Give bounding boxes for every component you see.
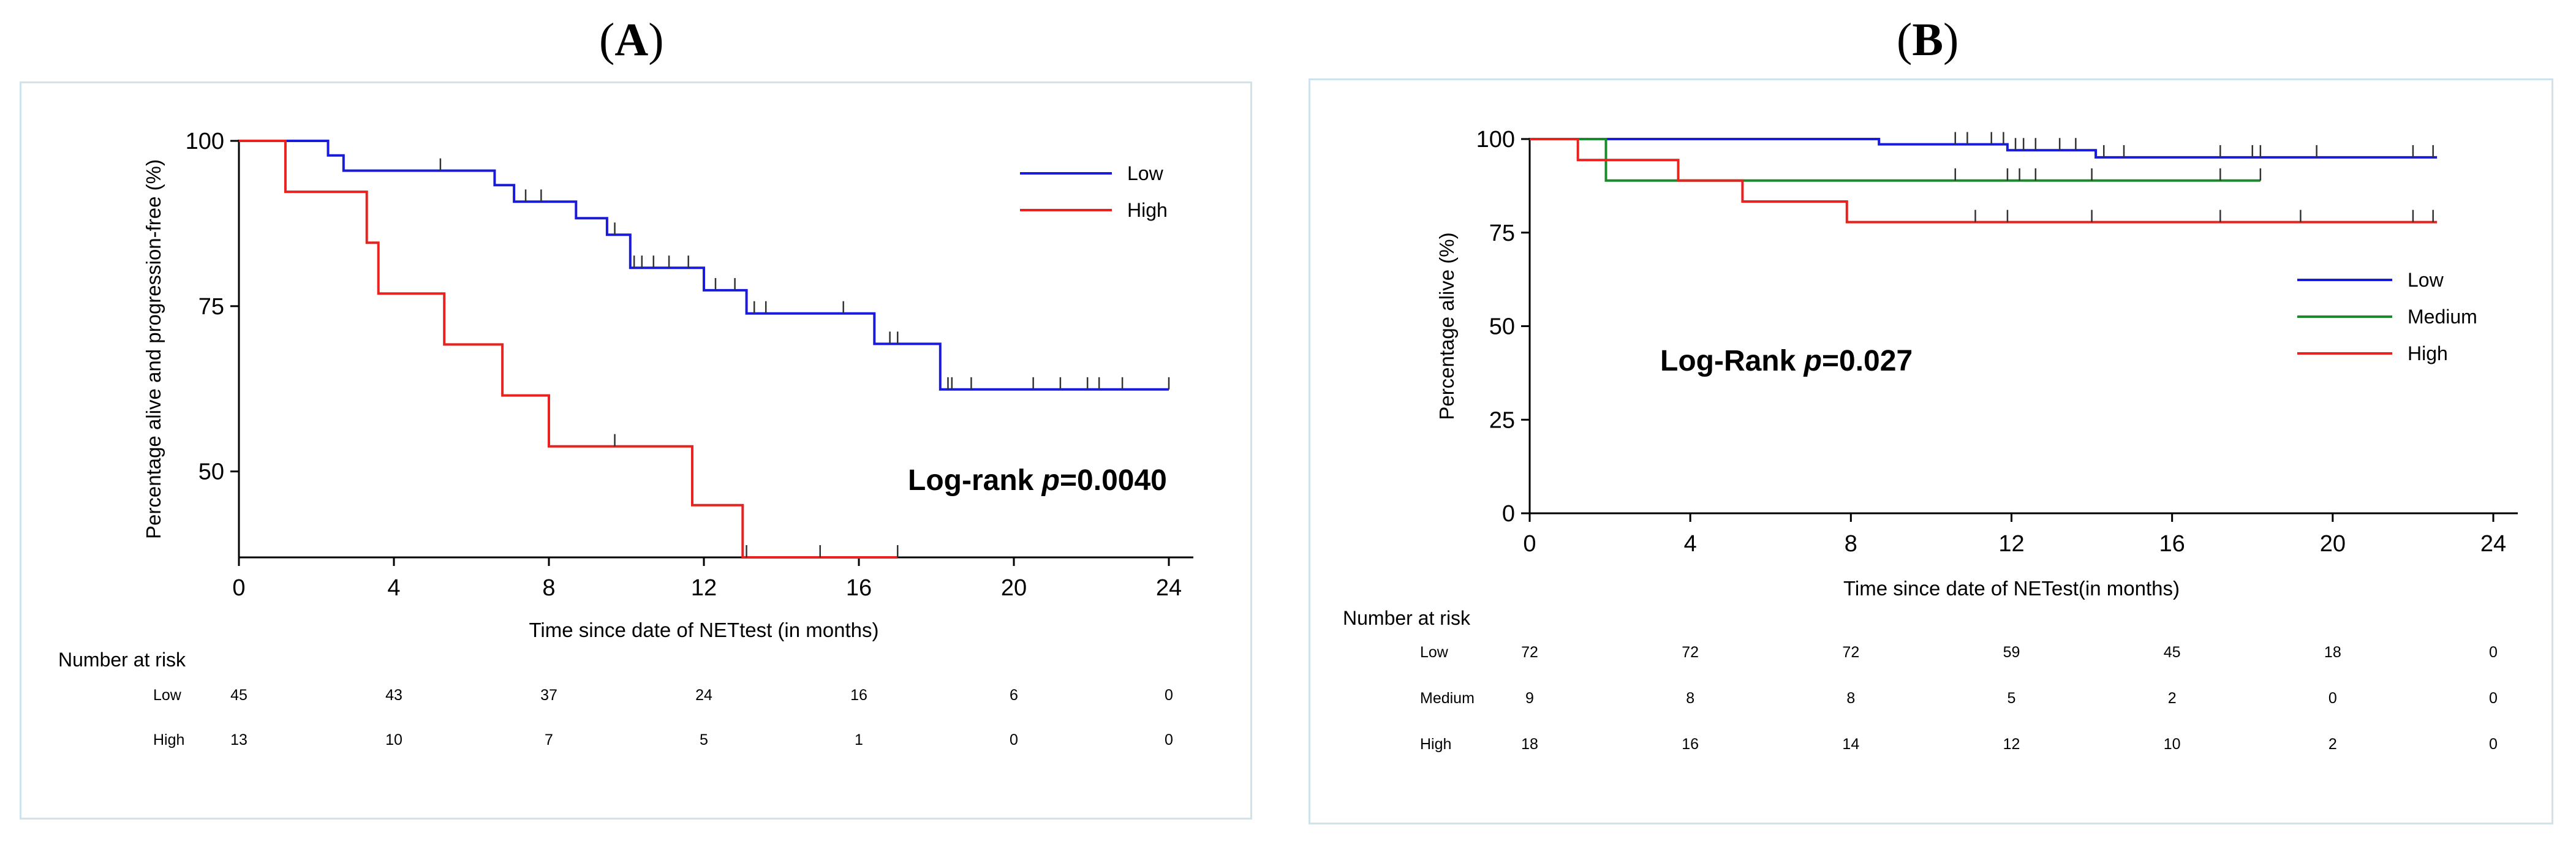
y-tick-label: 50	[1489, 314, 1515, 340]
risk-value: 8	[1846, 690, 1855, 707]
x-tick-label: 0	[1523, 531, 1536, 557]
risk-value: 12	[2003, 736, 2020, 753]
risk-table-title: Number at risk	[58, 649, 186, 671]
x-axis-label: Time since date of NETest(in months)	[1843, 577, 2180, 600]
log-rank-annotation: Log-rank p=0.0040	[908, 464, 1167, 497]
legend: Low Medium High	[2297, 269, 2477, 364]
risk-value: 37	[540, 687, 557, 704]
risk-value: 72	[1521, 644, 1538, 661]
x-tick-label: 20	[1001, 575, 1027, 601]
risk-row-label: High	[153, 731, 184, 748]
legend-label-low: Low	[2408, 269, 2444, 291]
risk-value: 16	[850, 687, 867, 704]
panel-b-frame	[1309, 78, 2553, 824]
risk-value: 45	[2164, 644, 2181, 661]
x-tick-label: 24	[1156, 575, 1182, 601]
risk-value: 1	[855, 731, 863, 748]
risk-value: 0	[1010, 731, 1018, 748]
series-high	[239, 140, 899, 559]
risk-value: 0	[2489, 736, 2498, 753]
risk-value: 0	[1165, 687, 1173, 704]
panel-b-label: (B)	[1897, 14, 1959, 66]
km-curve-high	[1530, 138, 2438, 224]
series-low	[239, 140, 1170, 391]
legend-label-high: High	[1127, 199, 1168, 221]
risk-value: 5	[700, 731, 708, 748]
risk-row-label: Medium	[1420, 690, 1475, 707]
risk-value: 0	[2489, 644, 2498, 661]
x-tick-label: 16	[2159, 531, 2185, 557]
km-curve-high	[239, 140, 898, 559]
risk-value: 10	[385, 731, 402, 748]
risk-row-label: Low	[1420, 644, 1449, 661]
risk-value: 18	[1521, 736, 1538, 753]
risk-value: 7	[545, 731, 553, 748]
risk-value: 59	[2003, 644, 2020, 661]
x-tick-label: 20	[2320, 531, 2346, 557]
risk-value: 2	[2329, 736, 2337, 753]
panel-a-label: (A)	[599, 14, 664, 66]
risk-value: 8	[1686, 690, 1694, 707]
risk-value: 72	[1842, 644, 1859, 661]
series-high	[1530, 138, 2438, 224]
legend: Low High	[1020, 162, 1168, 221]
risk-row-label: Low	[153, 687, 182, 704]
risk-value: 14	[1842, 736, 1859, 753]
x-tick-label: 0	[232, 575, 245, 601]
risk-value: 72	[1682, 644, 1699, 661]
x-tick-label: 24	[2480, 531, 2506, 557]
series-low	[1530, 132, 2438, 159]
x-tick-label: 4	[1684, 531, 1697, 557]
risk-table-title: Number at risk	[1343, 607, 1471, 629]
y-tick-label: 25	[1489, 407, 1515, 433]
y-tick-label: 100	[186, 129, 224, 154]
risk-value: 13	[230, 731, 247, 748]
risk-table: Number at risk Low 72 72 72 59 45 18 0 Medium 9 8 8 5…	[1343, 607, 2498, 753]
x-tick-label: 16	[846, 575, 872, 601]
x-tick-label: 8	[1845, 531, 1857, 557]
y-axis-label: Percentage alive and progression-free (%…	[142, 159, 165, 539]
x-tick-label: 12	[1998, 531, 2024, 557]
x-tick-label: 4	[387, 575, 400, 601]
risk-value: 2	[2168, 690, 2177, 707]
x-tick-label: 12	[691, 575, 717, 601]
risk-value: 16	[1682, 736, 1699, 753]
risk-value: 10	[2164, 736, 2181, 753]
legend-label-low: Low	[1127, 162, 1164, 184]
risk-value: 0	[2329, 690, 2337, 707]
y-tick-label: 100	[1476, 127, 1515, 153]
risk-row-label: High	[1420, 736, 1451, 753]
risk-value: 5	[2008, 690, 2016, 707]
risk-value: 0	[2489, 690, 2498, 707]
km-curve-low	[239, 140, 1169, 391]
risk-value: 45	[230, 687, 247, 704]
y-tick-label: 0	[1502, 501, 1515, 527]
x-tick-label: 8	[542, 575, 555, 601]
panel-a-frame	[20, 81, 1252, 820]
y-axis-label: Percentage alive (%)	[1435, 232, 1458, 420]
y-tick-label: 50	[198, 459, 224, 485]
risk-value: 43	[385, 687, 402, 704]
risk-value: 18	[2324, 644, 2341, 661]
legend-label-medium: Medium	[2408, 306, 2477, 328]
log-rank-annotation: Log-Rank p=0.027	[1660, 345, 1913, 377]
y-tick-label: 75	[198, 294, 224, 320]
x-axis-label: Time since date of NETtest (in months)	[529, 619, 879, 641]
risk-value: 0	[1165, 731, 1173, 748]
risk-value: 24	[695, 687, 712, 704]
km-curve-low	[1530, 138, 2438, 159]
risk-value: 6	[1010, 687, 1018, 704]
y-tick-label: 75	[1489, 221, 1515, 246]
legend-label-high: High	[2408, 342, 2448, 364]
risk-value: 9	[1525, 690, 1534, 707]
